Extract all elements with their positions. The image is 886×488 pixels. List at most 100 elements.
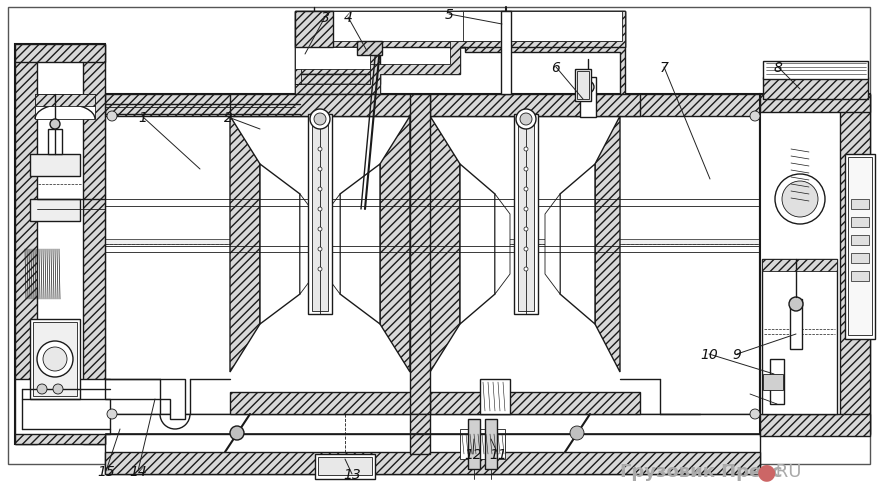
Circle shape [524,247,528,251]
Circle shape [318,168,322,172]
Bar [760,95,870,113]
Bar [105,95,760,434]
Bar [15,426,105,444]
Circle shape [318,267,322,271]
Bar [851,253,869,264]
Polygon shape [230,117,260,372]
Bar [35,95,95,107]
Bar [848,158,872,335]
Bar [410,95,430,414]
Bar [760,414,870,436]
Bar [460,429,505,459]
Circle shape [318,148,322,152]
Text: 15: 15 [97,464,115,478]
Bar [308,115,332,314]
Circle shape [50,120,60,130]
Bar [30,200,80,222]
Polygon shape [545,195,560,294]
Bar [480,379,510,414]
Polygon shape [595,117,620,372]
Circle shape [524,187,528,192]
Bar [770,359,784,404]
Circle shape [524,168,528,172]
Polygon shape [325,195,340,294]
Bar [105,95,760,117]
Bar [851,271,869,282]
Bar [851,218,869,227]
Bar [357,42,382,56]
Bar [15,45,105,444]
Polygon shape [295,12,625,100]
Bar [430,392,640,414]
Circle shape [37,384,47,394]
Circle shape [789,297,803,311]
Bar [790,299,802,349]
Circle shape [775,175,825,224]
Bar [15,45,105,63]
Bar [312,118,328,311]
Circle shape [570,426,584,440]
Text: 13: 13 [343,467,361,481]
Circle shape [524,148,528,152]
Bar [105,240,760,244]
Bar [295,85,360,100]
Circle shape [782,182,818,218]
Circle shape [520,114,532,126]
Circle shape [37,341,73,377]
Bar [760,95,870,434]
Bar [295,48,380,75]
Text: 3: 3 [321,11,330,25]
Circle shape [230,426,244,440]
Bar [318,457,372,475]
Bar [230,95,430,117]
Polygon shape [380,117,410,372]
Bar [105,414,760,474]
Bar [35,95,95,120]
Bar [295,75,380,85]
Bar [295,12,625,48]
Text: 7: 7 [659,61,668,75]
Circle shape [107,112,117,122]
Bar [230,392,430,414]
Bar [851,236,869,245]
Polygon shape [495,195,510,294]
Circle shape [318,207,322,212]
Bar [300,12,618,42]
Bar [460,12,625,48]
Bar [295,12,333,48]
Text: 11: 11 [489,447,507,461]
Text: 12: 12 [464,447,482,461]
Bar [851,200,869,209]
Bar [83,45,105,444]
Bar [762,260,837,271]
Bar [514,115,538,314]
Polygon shape [340,164,380,325]
Polygon shape [430,117,460,372]
Circle shape [524,267,528,271]
Circle shape [310,110,330,130]
Text: 2: 2 [223,111,232,125]
Text: RU: RU [770,462,802,480]
Circle shape [43,347,67,371]
Text: 6: 6 [552,61,561,75]
Circle shape [53,384,63,394]
Circle shape [516,110,536,130]
Text: 10: 10 [700,347,718,361]
Text: 9: 9 [733,347,742,361]
Circle shape [314,114,326,126]
Circle shape [107,409,117,419]
Circle shape [318,247,322,251]
Bar [430,95,640,117]
Polygon shape [460,164,495,325]
Text: Грузовик Пресс: Грузовик Пресс [620,462,782,480]
Text: 14: 14 [129,464,147,478]
Bar [580,78,596,118]
Bar [15,45,37,444]
Text: 8: 8 [773,61,782,75]
Text: ●: ● [757,461,776,481]
Bar [315,454,375,479]
Text: 4: 4 [344,11,353,25]
Bar [295,48,370,70]
Bar [763,374,783,390]
Bar [105,414,760,436]
